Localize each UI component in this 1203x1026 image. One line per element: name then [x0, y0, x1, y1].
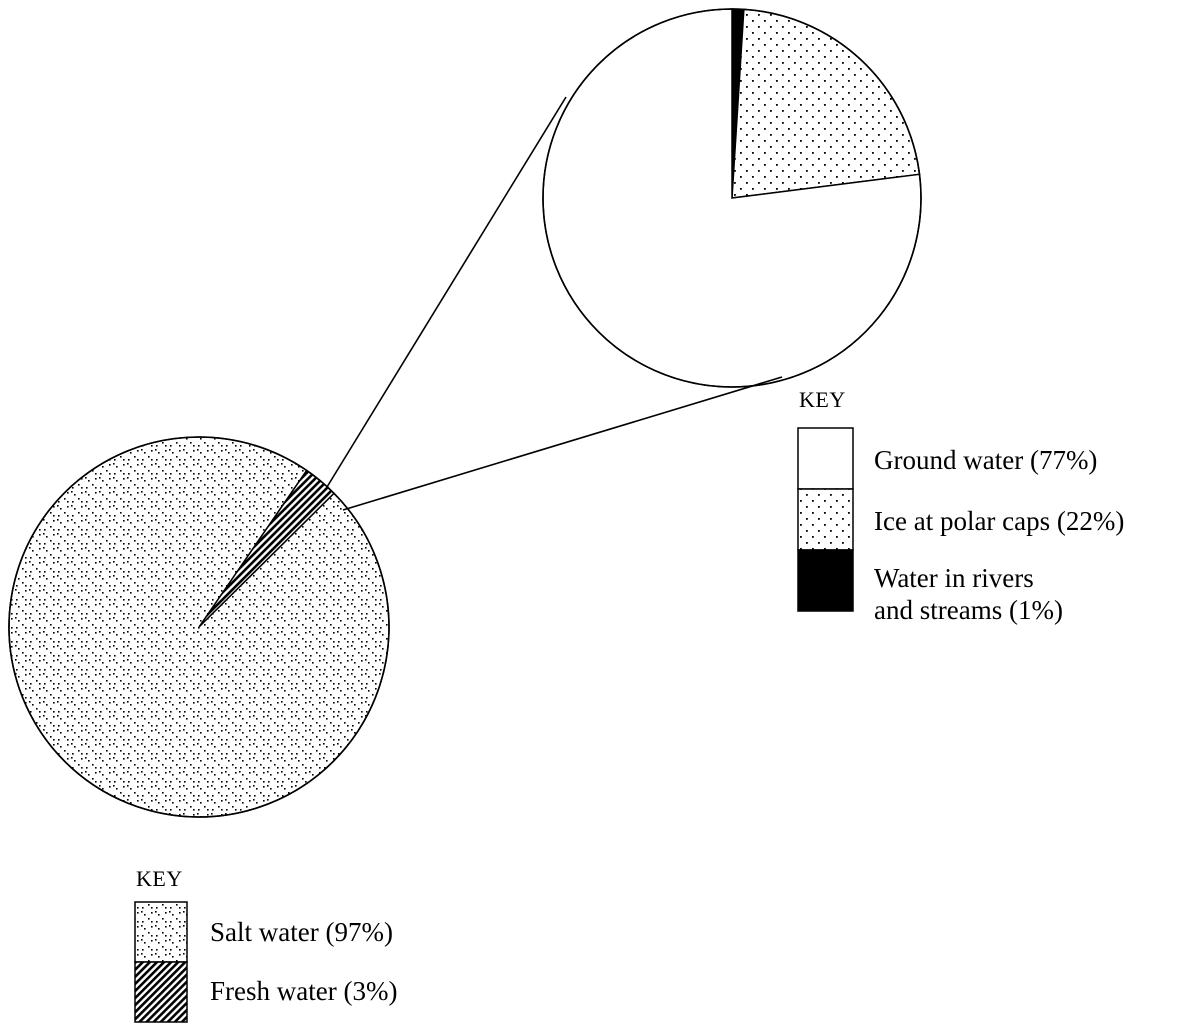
- key-swatch-rivers: [797, 549, 854, 612]
- fresh-water-pie: [542, 8, 922, 388]
- salt-fresh-pie: [8, 436, 390, 818]
- key-label-salt-water: Salt water (97%): [210, 917, 393, 947]
- key-swatch-fresh-water: [134, 961, 188, 1023]
- zoom-connector-lower: [342, 376, 783, 511]
- small-key: [797, 427, 854, 612]
- big-key: [134, 901, 188, 1023]
- key-label-ground-water-line-1: Ground water (77%): [874, 445, 1098, 475]
- pie-slice-ice-at-polar-caps: [731, 8, 921, 199]
- key-swatch-salt-water: [134, 901, 188, 963]
- key-label-rivers: Water in rivers and streams (1%): [874, 562, 1063, 626]
- key-label-ice: Ice at polar caps (22%): [874, 505, 1124, 537]
- pie-outline: [542, 8, 922, 388]
- key-label-rivers-line-1: Water in rivers: [874, 563, 1034, 593]
- key-swatch-ground-water: [797, 427, 854, 490]
- key-label-fresh-water: Fresh water (3%): [210, 976, 398, 1006]
- key-label-ice-line-1: Ice at polar caps (22%): [874, 506, 1125, 536]
- big-key-title: KEY: [136, 866, 183, 891]
- zoom-connector-upper: [326, 96, 567, 488]
- key-label-rivers-line-2: and streams (1%): [874, 595, 1063, 625]
- small-key-title: KEY: [799, 387, 846, 412]
- pie-outline: [8, 436, 390, 818]
- key-label-ground-water: Ground water (77%): [874, 444, 1097, 476]
- key-swatch-ice: [797, 488, 854, 551]
